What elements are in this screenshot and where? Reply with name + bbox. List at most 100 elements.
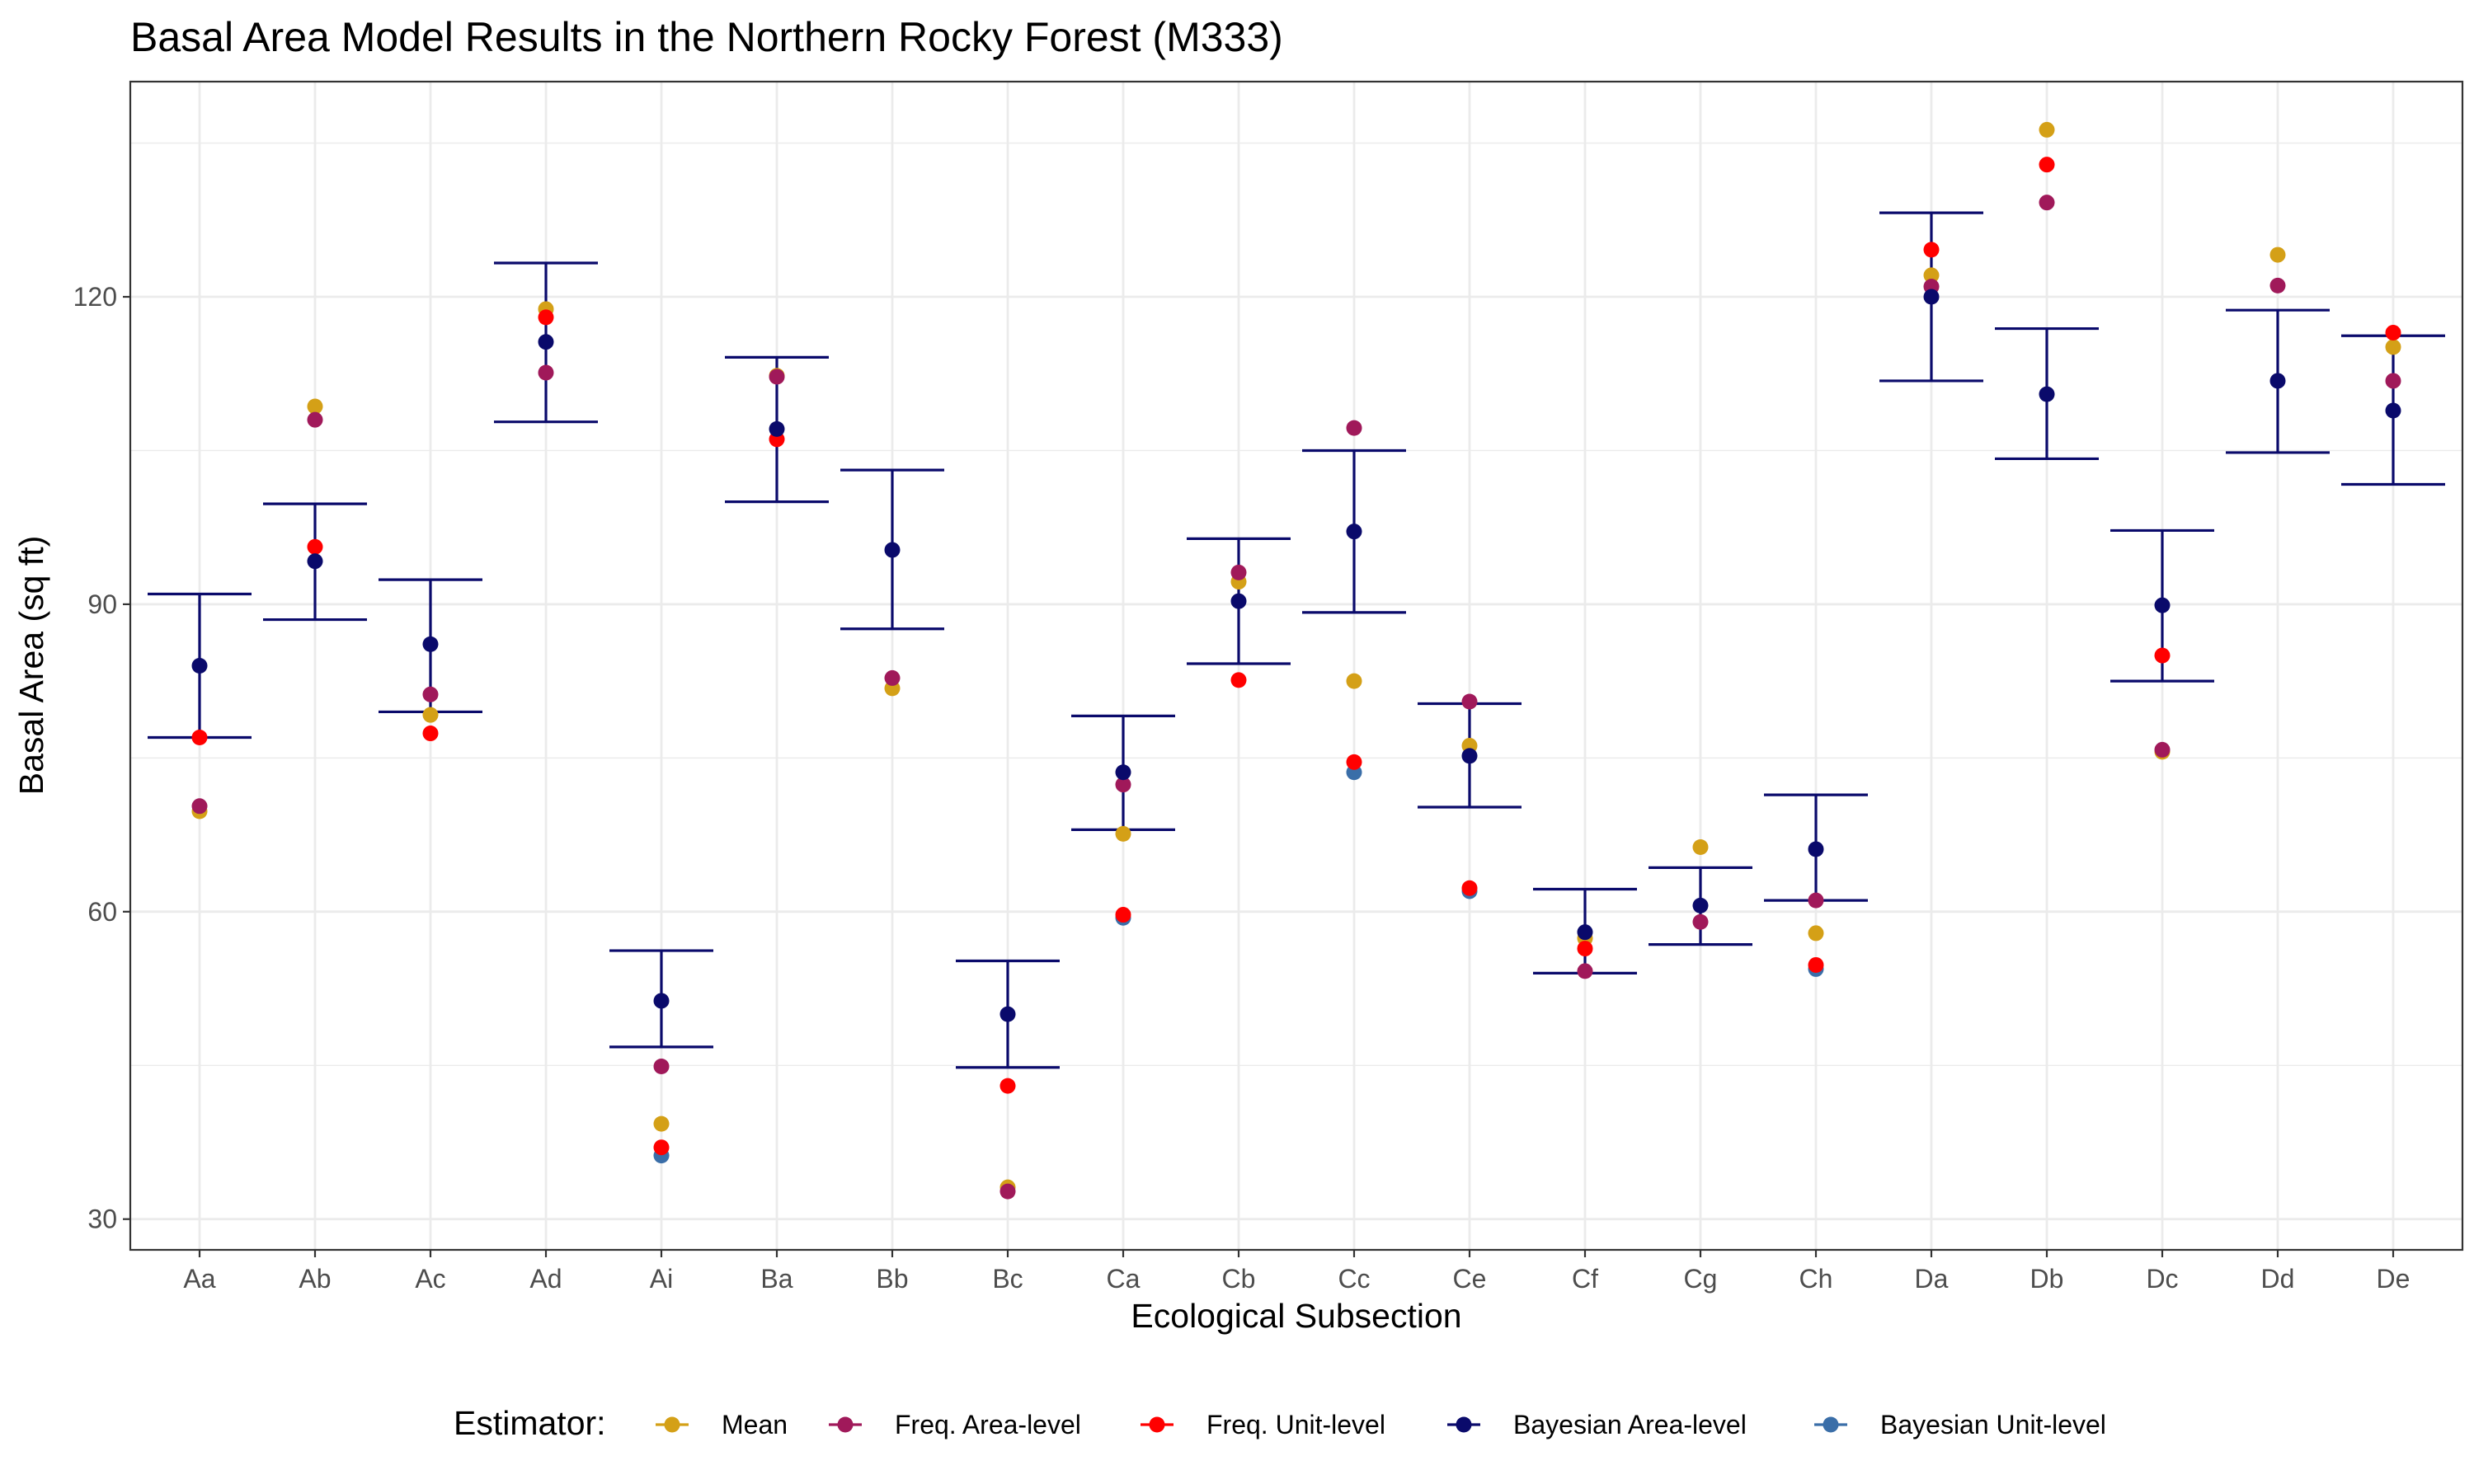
data-point bbox=[1808, 925, 1824, 942]
data-point bbox=[999, 1078, 1016, 1094]
x-tick-label: Ce bbox=[1453, 1264, 1487, 1294]
data-point bbox=[1692, 897, 1709, 913]
x-tick-label: Cf bbox=[1572, 1264, 1598, 1294]
x-tick-label: Aa bbox=[183, 1264, 215, 1294]
data-point bbox=[884, 669, 901, 686]
data-point bbox=[1115, 764, 1131, 781]
x-tick-label: Ad bbox=[529, 1264, 562, 1294]
y-tick-label: 60 bbox=[87, 897, 117, 927]
data-point bbox=[1115, 777, 1131, 793]
data-point bbox=[653, 993, 670, 1009]
data-point bbox=[422, 707, 439, 723]
data-point bbox=[1346, 420, 1362, 436]
data-point bbox=[2269, 277, 2286, 294]
x-tick-label: Db bbox=[2030, 1264, 2064, 1294]
legend-key-point bbox=[1456, 1416, 1472, 1433]
data-point bbox=[1923, 267, 1940, 284]
x-tick-label: Ch bbox=[1799, 1264, 1833, 1294]
x-tick-label: Da bbox=[1915, 1264, 1949, 1294]
legend-label: Bayesian Unit-level bbox=[1880, 1410, 2106, 1439]
data-point bbox=[1115, 825, 1131, 842]
data-point bbox=[422, 636, 439, 652]
data-point bbox=[1115, 907, 1131, 923]
data-point bbox=[1923, 289, 1940, 305]
data-point bbox=[1346, 673, 1362, 689]
data-point bbox=[653, 1115, 670, 1132]
data-point bbox=[538, 309, 554, 326]
y-tick-label: 30 bbox=[87, 1205, 117, 1234]
data-point bbox=[2039, 386, 2055, 402]
data-point bbox=[2385, 325, 2401, 341]
x-tick-label: Ab bbox=[299, 1264, 331, 1294]
legend-key-point bbox=[837, 1416, 854, 1433]
data-point bbox=[2269, 373, 2286, 389]
legend-title: Estimator: bbox=[454, 1404, 606, 1442]
data-point bbox=[1577, 963, 1593, 979]
data-point bbox=[1923, 242, 1940, 258]
legend-key-point bbox=[1149, 1416, 1165, 1433]
legend: Estimator: Mean Freq. Area-level Freq. Uni… bbox=[454, 1404, 2106, 1442]
legend-label: Bayesian Area-level bbox=[1513, 1410, 1747, 1439]
data-point bbox=[999, 1183, 1016, 1200]
data-point bbox=[1461, 693, 1478, 710]
data-point bbox=[307, 411, 323, 428]
x-tick-label: Cg bbox=[1684, 1264, 1718, 1294]
y-axis-title: Basal Area (sq ft) bbox=[12, 536, 50, 795]
data-point bbox=[1346, 754, 1362, 770]
data-point bbox=[1346, 524, 1362, 540]
data-point bbox=[2385, 373, 2401, 389]
data-point bbox=[1230, 672, 1247, 688]
data-point bbox=[191, 730, 208, 746]
data-point bbox=[2154, 597, 2171, 613]
data-point bbox=[1461, 880, 1478, 896]
data-point bbox=[307, 553, 323, 570]
legend-key-point bbox=[664, 1416, 680, 1433]
legend-items: Mean Freq. Area-level Freq. Unit-level Baye… bbox=[656, 1410, 2106, 1439]
data-point bbox=[653, 1139, 670, 1156]
plot-panel bbox=[130, 82, 2462, 1250]
data-point bbox=[191, 798, 208, 815]
x-tick-label: De bbox=[2377, 1264, 2411, 1294]
data-point bbox=[1808, 841, 1824, 857]
data-point bbox=[1808, 956, 1824, 973]
x-tick-label: Ca bbox=[1107, 1264, 1141, 1294]
data-point bbox=[653, 1059, 670, 1075]
data-point bbox=[769, 420, 785, 437]
data-point bbox=[1808, 892, 1824, 909]
x-tick-label: Dc bbox=[2146, 1264, 2178, 1294]
data-point bbox=[884, 542, 901, 558]
data-point bbox=[999, 1006, 1016, 1022]
data-points bbox=[191, 121, 2401, 1200]
data-point bbox=[2154, 741, 2171, 758]
data-point bbox=[1230, 593, 1247, 609]
data-point bbox=[1692, 913, 1709, 930]
data-point bbox=[538, 364, 554, 381]
data-point bbox=[422, 726, 439, 742]
x-tick-label: Cc bbox=[1338, 1264, 1370, 1294]
data-point bbox=[1577, 941, 1593, 957]
legend-key-point bbox=[1823, 1416, 1839, 1433]
x-axis-title: Ecological Subsection bbox=[1131, 1297, 1461, 1335]
data-point bbox=[191, 658, 208, 674]
legend-label: Freq. Unit-level bbox=[1206, 1410, 1385, 1439]
x-tick-label: Bc bbox=[992, 1264, 1023, 1294]
data-point bbox=[538, 334, 554, 350]
legend-label: Freq. Area-level bbox=[895, 1410, 1081, 1439]
data-point bbox=[2385, 402, 2401, 419]
data-point bbox=[769, 369, 785, 385]
data-point bbox=[2385, 339, 2401, 355]
x-tick-label: Dd bbox=[2261, 1264, 2295, 1294]
data-point bbox=[2154, 647, 2171, 664]
y-tick-label: 90 bbox=[87, 589, 117, 619]
data-point bbox=[307, 398, 323, 415]
data-point bbox=[2039, 157, 2055, 173]
x-tick-label: Ac bbox=[415, 1264, 445, 1294]
data-point bbox=[1692, 839, 1709, 856]
data-point bbox=[1230, 564, 1247, 580]
chart-title: Basal Area Model Results in the Northern… bbox=[130, 14, 1283, 60]
y-axis: 30 60 90 120 bbox=[73, 282, 130, 1234]
data-point bbox=[307, 538, 323, 555]
data-point bbox=[1461, 748, 1478, 764]
x-tick-label: Cb bbox=[1222, 1264, 1256, 1294]
y-tick-label: 120 bbox=[73, 282, 117, 312]
